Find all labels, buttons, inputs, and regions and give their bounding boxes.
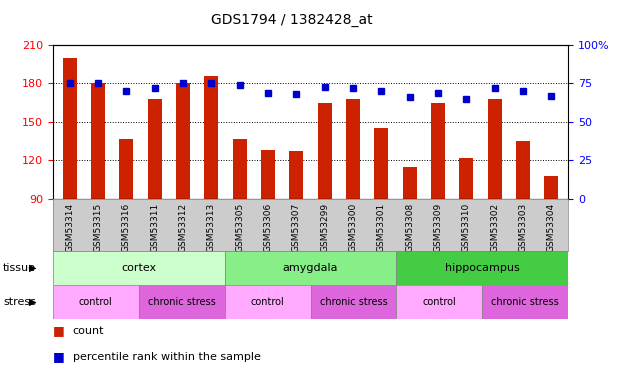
Text: GDS1794 / 1382428_at: GDS1794 / 1382428_at bbox=[211, 13, 373, 27]
Text: GSM53304: GSM53304 bbox=[546, 203, 556, 252]
Text: hippocampus: hippocampus bbox=[445, 263, 520, 273]
Bar bbox=[374, 128, 388, 199]
Text: GSM53310: GSM53310 bbox=[462, 203, 471, 252]
Text: GSM53302: GSM53302 bbox=[490, 203, 499, 252]
Bar bbox=[53, 285, 138, 319]
Bar bbox=[459, 158, 473, 199]
Text: GSM53311: GSM53311 bbox=[150, 203, 159, 252]
Bar bbox=[119, 138, 134, 199]
Bar bbox=[396, 285, 483, 319]
Bar bbox=[148, 99, 162, 199]
Text: stress: stress bbox=[3, 297, 36, 307]
Text: cortex: cortex bbox=[121, 263, 156, 273]
Bar bbox=[225, 285, 310, 319]
Bar bbox=[289, 152, 304, 199]
Text: GSM53306: GSM53306 bbox=[263, 203, 273, 252]
Text: ▶: ▶ bbox=[29, 297, 37, 307]
Text: control: control bbox=[251, 297, 284, 307]
Text: GSM53305: GSM53305 bbox=[235, 203, 244, 252]
Bar bbox=[516, 141, 530, 199]
Bar bbox=[487, 99, 502, 199]
Bar bbox=[138, 285, 225, 319]
Text: ■: ■ bbox=[53, 350, 65, 363]
Text: GSM53315: GSM53315 bbox=[94, 203, 102, 252]
Text: GSM53312: GSM53312 bbox=[179, 203, 188, 252]
Bar bbox=[317, 103, 332, 199]
Text: ■: ■ bbox=[53, 324, 65, 337]
Bar bbox=[53, 251, 225, 285]
Bar bbox=[431, 103, 445, 199]
Bar bbox=[63, 58, 77, 199]
Text: GSM53309: GSM53309 bbox=[433, 203, 442, 252]
Text: amygdala: amygdala bbox=[283, 263, 338, 273]
Bar bbox=[402, 167, 417, 199]
Bar bbox=[396, 251, 568, 285]
Text: tissue: tissue bbox=[3, 263, 36, 273]
Bar bbox=[310, 285, 396, 319]
Text: ▶: ▶ bbox=[29, 263, 37, 273]
Bar bbox=[261, 150, 275, 199]
Text: control: control bbox=[79, 297, 112, 307]
Text: control: control bbox=[422, 297, 456, 307]
Text: GSM53299: GSM53299 bbox=[320, 203, 329, 252]
Bar bbox=[204, 76, 219, 199]
Bar bbox=[544, 176, 558, 199]
Text: chronic stress: chronic stress bbox=[491, 297, 559, 307]
Text: percentile rank within the sample: percentile rank within the sample bbox=[73, 352, 261, 362]
Bar bbox=[233, 138, 247, 199]
Bar bbox=[483, 285, 568, 319]
Bar bbox=[176, 84, 190, 199]
Text: GSM53307: GSM53307 bbox=[292, 203, 301, 252]
Text: count: count bbox=[73, 326, 104, 336]
Text: GSM53313: GSM53313 bbox=[207, 203, 216, 252]
Bar bbox=[346, 99, 360, 199]
Bar bbox=[225, 251, 396, 285]
Text: GSM53314: GSM53314 bbox=[65, 203, 75, 252]
Text: GSM53316: GSM53316 bbox=[122, 203, 131, 252]
Text: GSM53300: GSM53300 bbox=[348, 203, 358, 252]
Text: chronic stress: chronic stress bbox=[148, 297, 215, 307]
Text: GSM53303: GSM53303 bbox=[519, 203, 527, 252]
Bar bbox=[91, 84, 105, 199]
Text: chronic stress: chronic stress bbox=[320, 297, 388, 307]
Text: GSM53308: GSM53308 bbox=[405, 203, 414, 252]
Text: GSM53301: GSM53301 bbox=[377, 203, 386, 252]
